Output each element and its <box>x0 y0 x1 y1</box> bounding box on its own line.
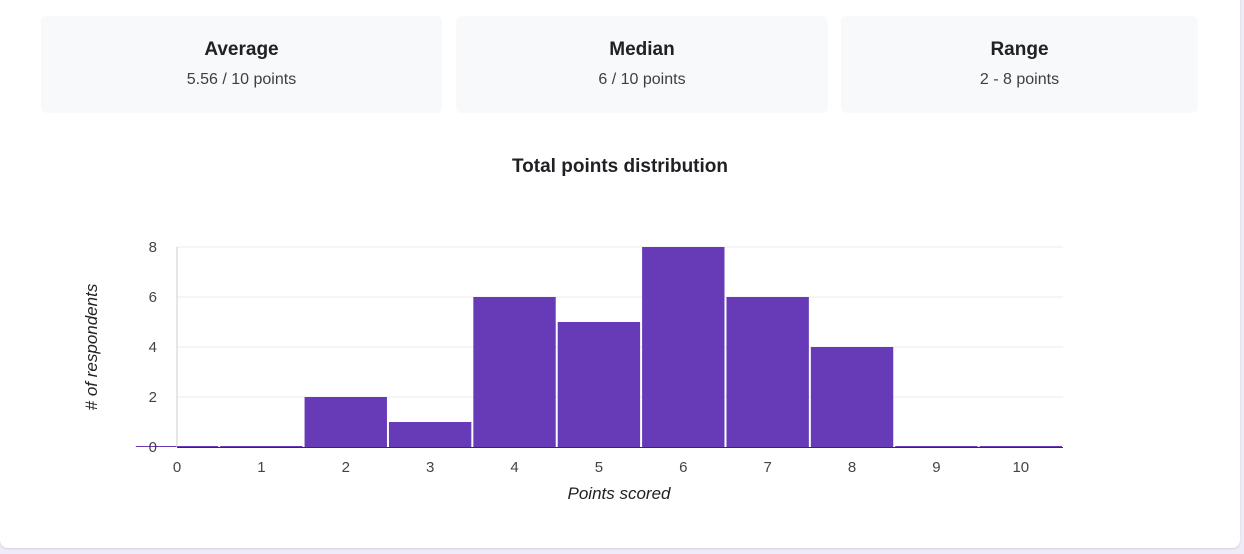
stat-range-value: 2 - 8 points <box>979 71 1060 88</box>
stat-median-label: Median <box>609 39 675 60</box>
bar-10 <box>979 446 1062 447</box>
bar-8 <box>810 347 894 447</box>
stats-row: Average 5.56 / 10 points Median 6 / 10 p… <box>0 16 1244 113</box>
x-tick-label: 6 <box>679 459 687 476</box>
stat-median-value: 6 / 10 points <box>598 71 686 88</box>
stat-average-label: Average <box>204 39 279 60</box>
x-tick-labels: 0 1 2 3 4 5 6 7 8 9 10 <box>173 459 1029 476</box>
bar-1 <box>220 446 303 447</box>
bar-2 <box>304 397 387 447</box>
x-tick-label: 10 <box>1012 459 1029 476</box>
x-tick-label: 2 <box>342 459 350 476</box>
bar-9 <box>895 446 978 447</box>
stat-median: Median 6 / 10 points <box>456 16 828 113</box>
chart-bars <box>135 247 1062 447</box>
stat-range: Range 2 - 8 points <box>841 16 1198 113</box>
bar-6 <box>642 247 725 447</box>
chart-title: Total points distribution <box>511 156 728 177</box>
y-tick-labels: 0 2 4 6 8 <box>149 239 157 456</box>
bar-3 <box>388 422 472 447</box>
y-tick-label: 4 <box>149 339 157 356</box>
y-tick-label: 2 <box>149 389 157 406</box>
x-tick-label: 4 <box>510 459 518 476</box>
x-tick-label: 8 <box>848 459 856 476</box>
bar-5 <box>557 322 641 447</box>
x-tick-label: 3 <box>426 459 434 476</box>
y-tick-label: 6 <box>149 289 157 306</box>
x-tick-label: 1 <box>257 459 265 476</box>
y-tick-label: 0 <box>149 439 157 456</box>
stat-range-label: Range <box>990 39 1049 60</box>
bar-7 <box>726 297 809 447</box>
y-axis-title: # of respondents <box>82 283 101 410</box>
bar-4 <box>473 297 556 447</box>
x-tick-label: 5 <box>595 459 603 476</box>
stat-average: Average 5.56 / 10 points <box>41 16 442 113</box>
x-tick-label: 0 <box>173 459 181 476</box>
x-axis-title: Points scored <box>568 484 672 503</box>
stat-average-value: 5.56 / 10 points <box>186 71 297 88</box>
y-tick-label: 8 <box>149 239 157 256</box>
x-tick-label: 7 <box>763 459 771 476</box>
x-tick-label: 9 <box>932 459 940 476</box>
